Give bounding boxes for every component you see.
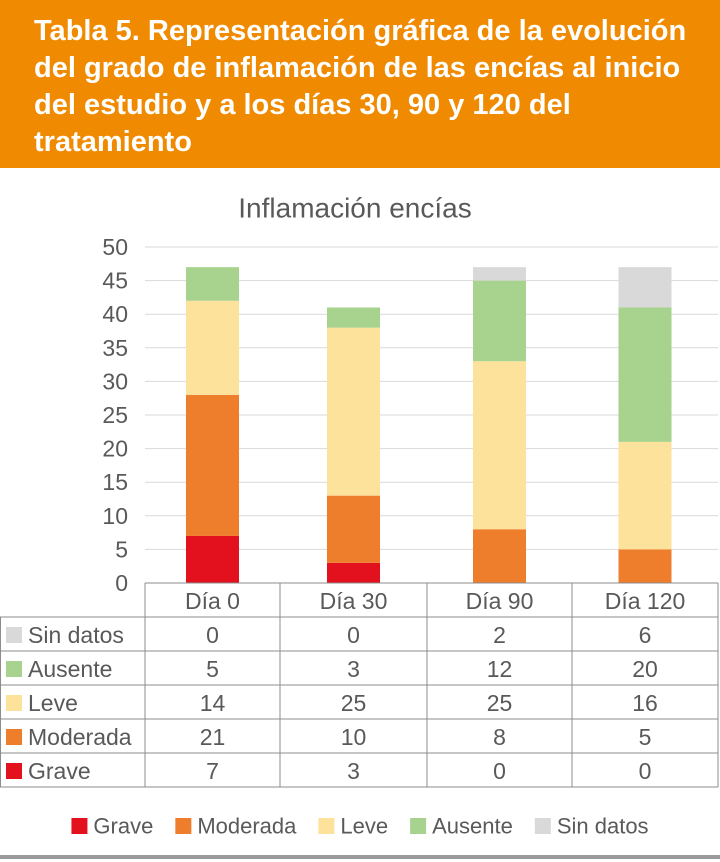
table-cell: 6 xyxy=(639,622,652,648)
y-tick-label: 10 xyxy=(102,503,128,529)
table-cell: 12 xyxy=(487,656,513,682)
legend-swatch xyxy=(534,818,551,834)
bar-ausente xyxy=(473,280,526,362)
table-cell: 0 xyxy=(493,758,506,784)
bar-ausente xyxy=(186,267,239,301)
bar-sin-datos xyxy=(473,267,526,281)
table-row-label: Moderada xyxy=(28,724,132,750)
y-tick-label: 5 xyxy=(115,536,128,562)
bar-leve xyxy=(327,327,380,496)
bar-leve xyxy=(618,441,672,550)
legend-swatch xyxy=(410,818,427,834)
table-legend-key xyxy=(6,729,22,745)
legend-label: Grave xyxy=(93,814,153,839)
table-legend-key xyxy=(6,695,22,711)
legend-label: Leve xyxy=(340,814,388,839)
y-tick-label: 50 xyxy=(102,234,128,260)
table-cell: 0 xyxy=(347,622,360,648)
table-header-cell: Día 0 xyxy=(185,588,240,614)
table-header-cell: Día 120 xyxy=(605,588,686,614)
chart-title: Inflamación encías xyxy=(238,193,471,224)
y-tick-label: 20 xyxy=(102,436,128,462)
table-cell: 0 xyxy=(639,758,652,784)
table-row-label: Ausente xyxy=(28,656,112,682)
y-tick-label: 0 xyxy=(115,570,128,596)
bar-moderada xyxy=(186,394,239,536)
table-legend-key xyxy=(6,763,22,779)
y-tick-label: 30 xyxy=(102,368,128,394)
bar-sin-datos xyxy=(618,267,672,308)
table-cell: 7 xyxy=(206,758,219,784)
y-tick-label: 15 xyxy=(102,469,128,495)
table-cell: 16 xyxy=(632,690,658,716)
header-title: Tabla 5. Representación gráfica de la ev… xyxy=(34,15,687,158)
bottom-rule xyxy=(0,855,720,859)
table-cell: 10 xyxy=(341,724,367,750)
table-cell: 5 xyxy=(206,656,219,682)
table-header-cell: Día 90 xyxy=(466,588,534,614)
legend-swatch xyxy=(318,818,335,834)
table-cell: 25 xyxy=(341,690,367,716)
legend-label: Ausente xyxy=(432,814,513,839)
table-cell: 14 xyxy=(200,690,226,716)
bar-ausente xyxy=(327,307,380,328)
bar-grave xyxy=(327,562,380,583)
bar-leve xyxy=(473,361,526,530)
chart: Inflamación encías05101520253035404550Dí… xyxy=(0,193,719,839)
table-row-label: Grave xyxy=(28,758,91,784)
table-cell: 3 xyxy=(347,758,360,784)
table-cell: 25 xyxy=(487,690,513,716)
table-cell: 3 xyxy=(347,656,360,682)
table-cell: 5 xyxy=(639,724,652,750)
table-cell: 20 xyxy=(632,656,658,682)
table-cell: 21 xyxy=(200,724,226,750)
table-cell: 2 xyxy=(493,622,506,648)
y-tick-label: 45 xyxy=(102,268,128,294)
legend-label: Sin datos xyxy=(557,814,649,839)
table-header-cell: Día 30 xyxy=(320,588,388,614)
bar-moderada xyxy=(473,529,526,583)
y-tick-label: 25 xyxy=(102,402,128,428)
bar-ausente xyxy=(618,307,672,442)
table-legend-key xyxy=(6,661,22,677)
bar-grave xyxy=(186,535,239,583)
bar-leve xyxy=(186,300,239,395)
table-row-label: Sin datos xyxy=(28,622,124,648)
bar-moderada xyxy=(327,495,380,563)
bar-moderada xyxy=(618,549,672,583)
table-legend-key xyxy=(6,627,22,643)
legend-label: Moderada xyxy=(197,814,297,839)
legend-swatch xyxy=(71,818,88,834)
y-tick-label: 40 xyxy=(102,301,128,327)
legend-swatch xyxy=(175,818,192,834)
y-tick-label: 35 xyxy=(102,335,128,361)
table-row-label: Leve xyxy=(28,690,78,716)
header-banner: Tabla 5. Representación gráfica de la ev… xyxy=(0,0,720,168)
table-cell: 0 xyxy=(206,622,219,648)
table-cell: 8 xyxy=(493,724,506,750)
